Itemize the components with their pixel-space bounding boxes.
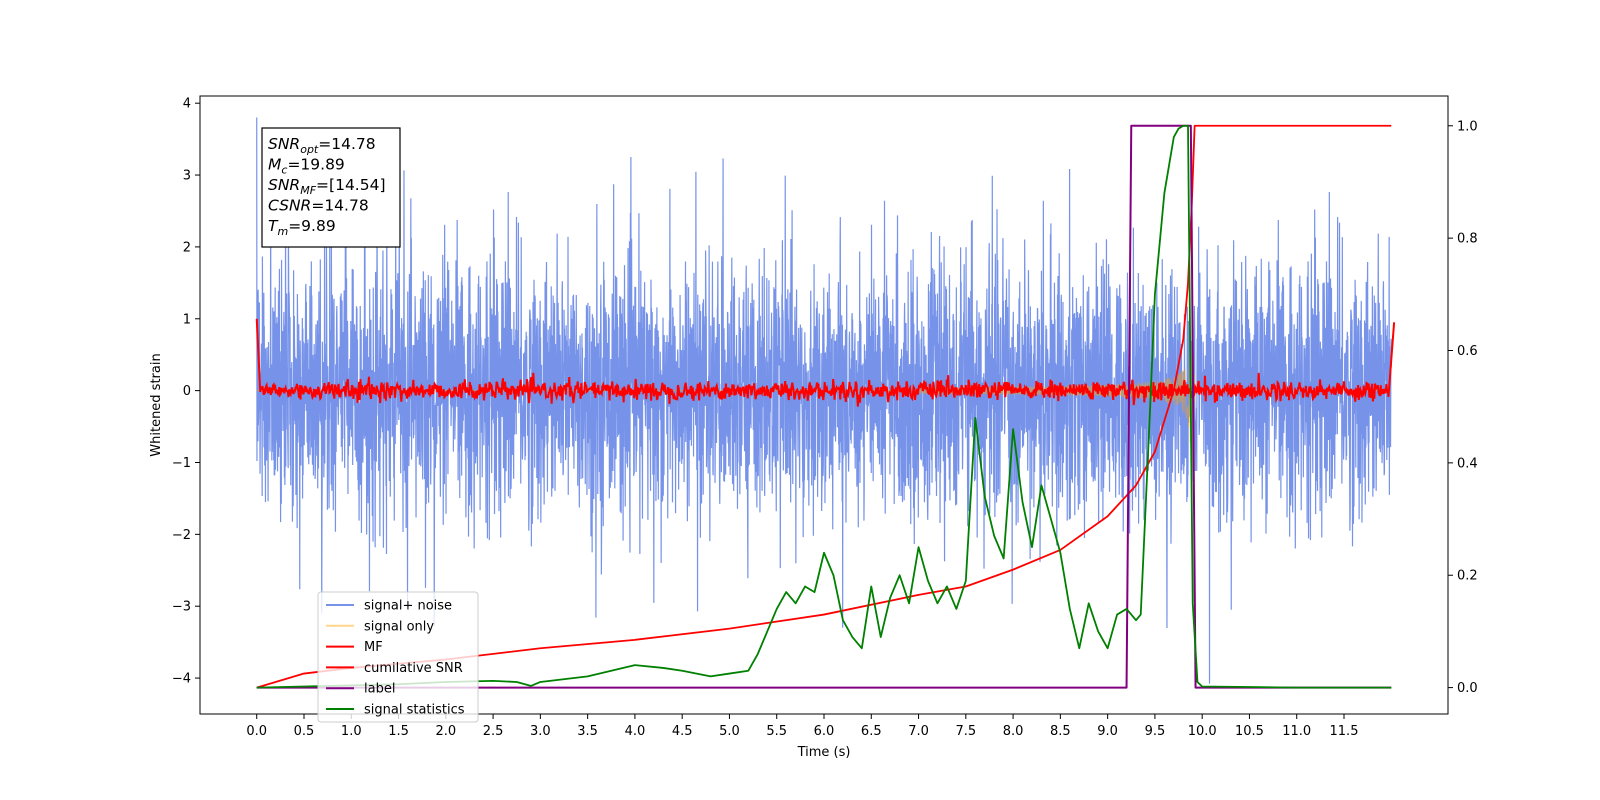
x-tick-label: 6.0 [814, 724, 835, 739]
x-tick-label: 2.5 [483, 724, 504, 739]
series-signal-noise [256, 117, 1392, 684]
legend-label: signal+ noise [364, 599, 452, 614]
x-tick-label: 7.5 [955, 724, 976, 739]
y-tick-label: 4 [183, 97, 191, 112]
x-tick-label: 9.0 [1097, 724, 1118, 739]
annotation-line: Tm=9.89 [268, 217, 336, 238]
x-tick-label: 9.5 [1145, 724, 1166, 739]
x-tick-label: 3.5 [577, 724, 598, 739]
legend-label: label [364, 682, 395, 697]
legend-label: signal only [364, 619, 434, 634]
x-tick-label: 6.5 [861, 724, 882, 739]
y-tick-label: −4 [172, 672, 191, 687]
legend: signal+ noise signal only MF cumilative SNR… [317, 591, 479, 723]
y-tick-label: −3 [172, 600, 191, 615]
x-axis-label: Time (s) [797, 745, 851, 760]
y2-tick-label: 1.0 [1457, 119, 1478, 134]
annotation-line: SNRMF=[14.54] [268, 176, 386, 197]
x-axis: 0.0 0.5 1.0 1.5 2.0 2.5 3.0 3.5 4.0 4.5 5.0 5.5 6.0 6… [246, 714, 1358, 739]
x-tick-label: 11.0 [1282, 724, 1311, 739]
annotation-frame [261, 127, 401, 248]
x-tick-label: 4.5 [672, 724, 693, 739]
annotation-line: Mc=19.89 [268, 156, 345, 177]
y-tick-label: −2 [172, 528, 191, 543]
legend-label: cumilative SNR [364, 661, 463, 676]
x-tick-label: 0.5 [294, 724, 315, 739]
y-tick-label: −1 [172, 456, 191, 471]
y-axis-label: Whitened strain [149, 353, 164, 456]
legend-frame [317, 591, 479, 723]
x-tick-label: 1.5 [388, 724, 409, 739]
x-tick-label: 8.5 [1050, 724, 1071, 739]
series-mf [255, 318, 1396, 407]
y2-tick-label: 0.0 [1457, 681, 1478, 696]
y-axis-left: 4 3 2 1 0 −1 −2 −3 −4 [172, 97, 200, 687]
x-tick-label: 3.0 [530, 724, 551, 739]
x-tick-label: 11.5 [1330, 724, 1359, 739]
y-tick-label: 3 [183, 169, 191, 184]
x-tick-label: 2.0 [435, 724, 456, 739]
legend-label: signal statistics [364, 703, 465, 718]
y2-tick-label: 0.6 [1457, 344, 1478, 359]
x-tick-label: 0.0 [246, 724, 267, 739]
annotation-line: SNRopt=14.78 [268, 135, 376, 156]
annotation-box: SNRopt=14.78Mc=19.89SNRMF=[14.54]CSNR=14… [261, 127, 401, 248]
x-tick-label: 1.0 [341, 724, 362, 739]
series-signal-statistics [256, 124, 1392, 689]
x-tick-label: 4.0 [625, 724, 646, 739]
x-tick-label: 10.0 [1188, 724, 1217, 739]
x-tick-label: 5.0 [719, 724, 740, 739]
x-tick-label: 8.0 [1003, 724, 1024, 739]
annotation-line: CSNR=14.78 [268, 197, 369, 215]
legend-label: MF [364, 640, 383, 655]
y-tick-label: 2 [183, 240, 191, 255]
x-tick-label: 7.0 [908, 724, 929, 739]
y-tick-label: 1 [183, 312, 191, 327]
x-tick-label: 5.5 [766, 724, 787, 739]
y2-tick-label: 0.2 [1457, 569, 1478, 584]
y-tick-label: 0 [183, 384, 191, 399]
y2-tick-label: 0.4 [1457, 456, 1478, 471]
y2-tick-label: 0.8 [1457, 232, 1478, 247]
y-axis-right: 1.0 0.8 0.6 0.4 0.2 0.0 [1448, 119, 1478, 696]
x-tick-label: 10.5 [1235, 724, 1264, 739]
